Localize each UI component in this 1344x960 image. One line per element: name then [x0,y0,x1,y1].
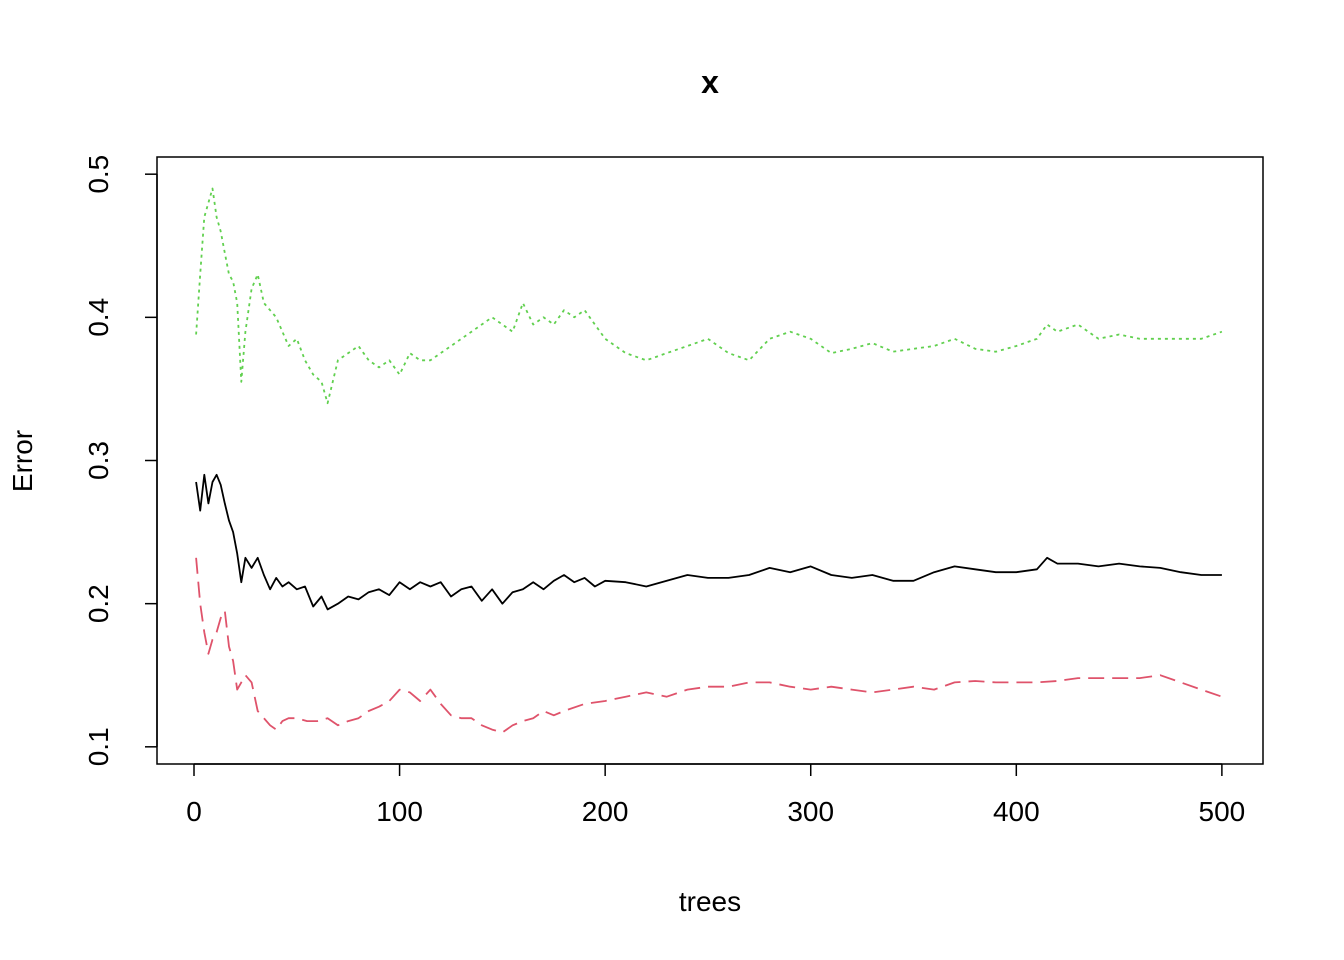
chart-title: x [701,64,719,100]
series-line-2 [195,557,1223,734]
x-tick-label: 0 [186,796,202,827]
series-line-1 [195,473,1222,611]
x-tick-label: 500 [1199,796,1246,827]
y-axis: 0.1 0.2 0.3 0.4 0.5 [83,155,158,766]
y-tick-label: 0.5 [83,155,114,194]
y-tick-label: 0.3 [83,441,114,480]
x-tick-label: 100 [376,796,423,827]
x-tick-label: 300 [787,796,834,827]
y-tick-label: 0.1 [83,727,114,766]
x-tick-label: 200 [582,796,629,827]
x-axis-label: trees [679,886,741,917]
x-tick-label: 400 [993,796,1040,827]
y-tick-label: 0.4 [83,298,114,337]
y-axis-label: Error [7,430,38,492]
series-line-3 [195,187,1223,405]
y-tick-label: 0.2 [83,584,114,623]
series-layer [195,187,1223,734]
x-axis: 0 100 200 300 400 500 [186,763,1246,827]
plot-frame [156,156,1264,765]
